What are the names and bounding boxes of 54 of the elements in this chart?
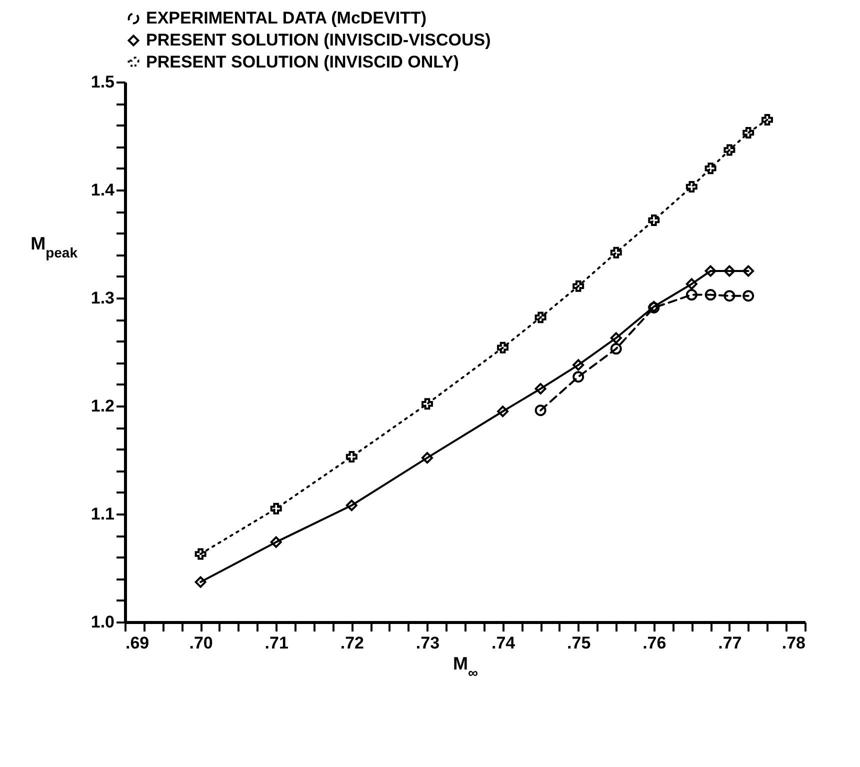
y-tick-label: 1.3 (90, 288, 114, 308)
point (610, 332, 622, 344)
x-tick-label: .70 (189, 634, 213, 652)
point (194, 548, 206, 560)
point (686, 181, 698, 193)
point (704, 265, 716, 277)
point (761, 114, 773, 126)
x-axis-title: M$_{∞}$ (453, 654, 478, 680)
point (421, 398, 433, 410)
y-tick-label: 1.4 (90, 180, 116, 200)
point (534, 382, 546, 394)
point (610, 343, 622, 354)
x-tick-label: .78 (782, 634, 806, 652)
point (724, 144, 736, 156)
point (534, 312, 546, 324)
y-tick-label: 1.0 (90, 612, 114, 632)
point (534, 404, 546, 416)
x-tick-label: .71 (264, 634, 288, 652)
point (270, 502, 282, 514)
y-tick-label: 1.1 (90, 504, 114, 524)
point (346, 451, 358, 463)
x-tick-label: .72 (340, 634, 364, 652)
x-tick-label: .74 (491, 634, 516, 652)
point (724, 290, 736, 302)
point (346, 500, 358, 512)
y-tick-label: 1.2 (90, 396, 114, 416)
x-tick-label: .75 (567, 634, 591, 652)
x-tick-label: .69 (126, 634, 150, 652)
point (742, 127, 754, 139)
point (686, 278, 698, 290)
point (497, 406, 509, 418)
point (572, 371, 584, 383)
legend-label: PRESENT SOLUTION (INVISCID-VISCOUS) (146, 30, 491, 50)
point (497, 342, 509, 354)
point (742, 265, 754, 277)
x-tick-label: .77 (718, 634, 742, 652)
point (610, 246, 622, 258)
y-axis-title: M$_{peak}$ (30, 234, 78, 260)
point (421, 452, 433, 464)
point (704, 289, 716, 300)
point (648, 214, 660, 226)
point (686, 289, 698, 300)
point (742, 290, 754, 302)
legend-label: EXPERIMENTAL DATA (McDEVITT) (146, 8, 426, 28)
x-tick-label: .76 (642, 634, 666, 652)
point (270, 536, 282, 548)
x-tick-label: .73 (416, 634, 440, 652)
point (572, 280, 584, 292)
legend-label: PRESENT SOLUTION (INVISCID ONLY) (146, 52, 459, 72)
point (194, 576, 206, 588)
y-tick-label: 1.5 (90, 72, 114, 92)
point (704, 162, 716, 174)
point (572, 359, 584, 371)
point (724, 265, 736, 277)
